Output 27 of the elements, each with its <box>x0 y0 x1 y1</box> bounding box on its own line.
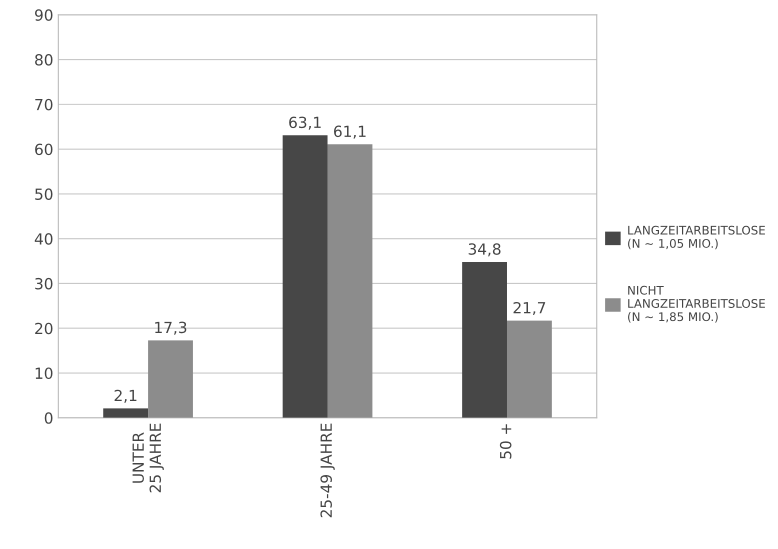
y-tick-label: 30 <box>35 278 52 290</box>
y-tick-label: 50 <box>35 188 52 200</box>
y-tick-label: 20 <box>35 322 52 334</box>
y-tick-label: 90 <box>35 9 52 21</box>
data-label: 63,1 <box>289 116 321 130</box>
legend-label: LANGZEITARBEITSLOSE (N ~ 1,05 MIO.) <box>628 226 765 250</box>
y-tick-label: 60 <box>35 144 52 156</box>
y-tick-label: 0 <box>44 412 52 424</box>
y-tick-label: 80 <box>35 54 52 66</box>
data-label: 2,1 <box>114 390 136 403</box>
data-label: 21,7 <box>514 302 546 316</box>
legend-label: NICHT LANGZEITARBEITSLOSE (N ~ 1,85 MIO.) <box>628 286 765 323</box>
bar <box>148 340 193 418</box>
bar <box>282 135 328 418</box>
data-label: 17,3 <box>155 322 186 335</box>
x-tick-label: UNTER 25 JAHRE <box>132 424 164 492</box>
bar <box>328 144 372 418</box>
bar <box>462 262 507 418</box>
bar <box>506 320 552 418</box>
y-tick-label: 40 <box>34 233 52 245</box>
y-tick-label: 70 <box>35 98 52 110</box>
data-label: 61,1 <box>334 126 366 139</box>
bar <box>103 408 148 418</box>
y-tick-label: 10 <box>36 367 52 380</box>
x-tick-label: 25-49 JAHRE <box>320 424 335 518</box>
data-label: 34,8 <box>468 243 501 256</box>
x-tick-label: 50 + <box>500 424 512 459</box>
